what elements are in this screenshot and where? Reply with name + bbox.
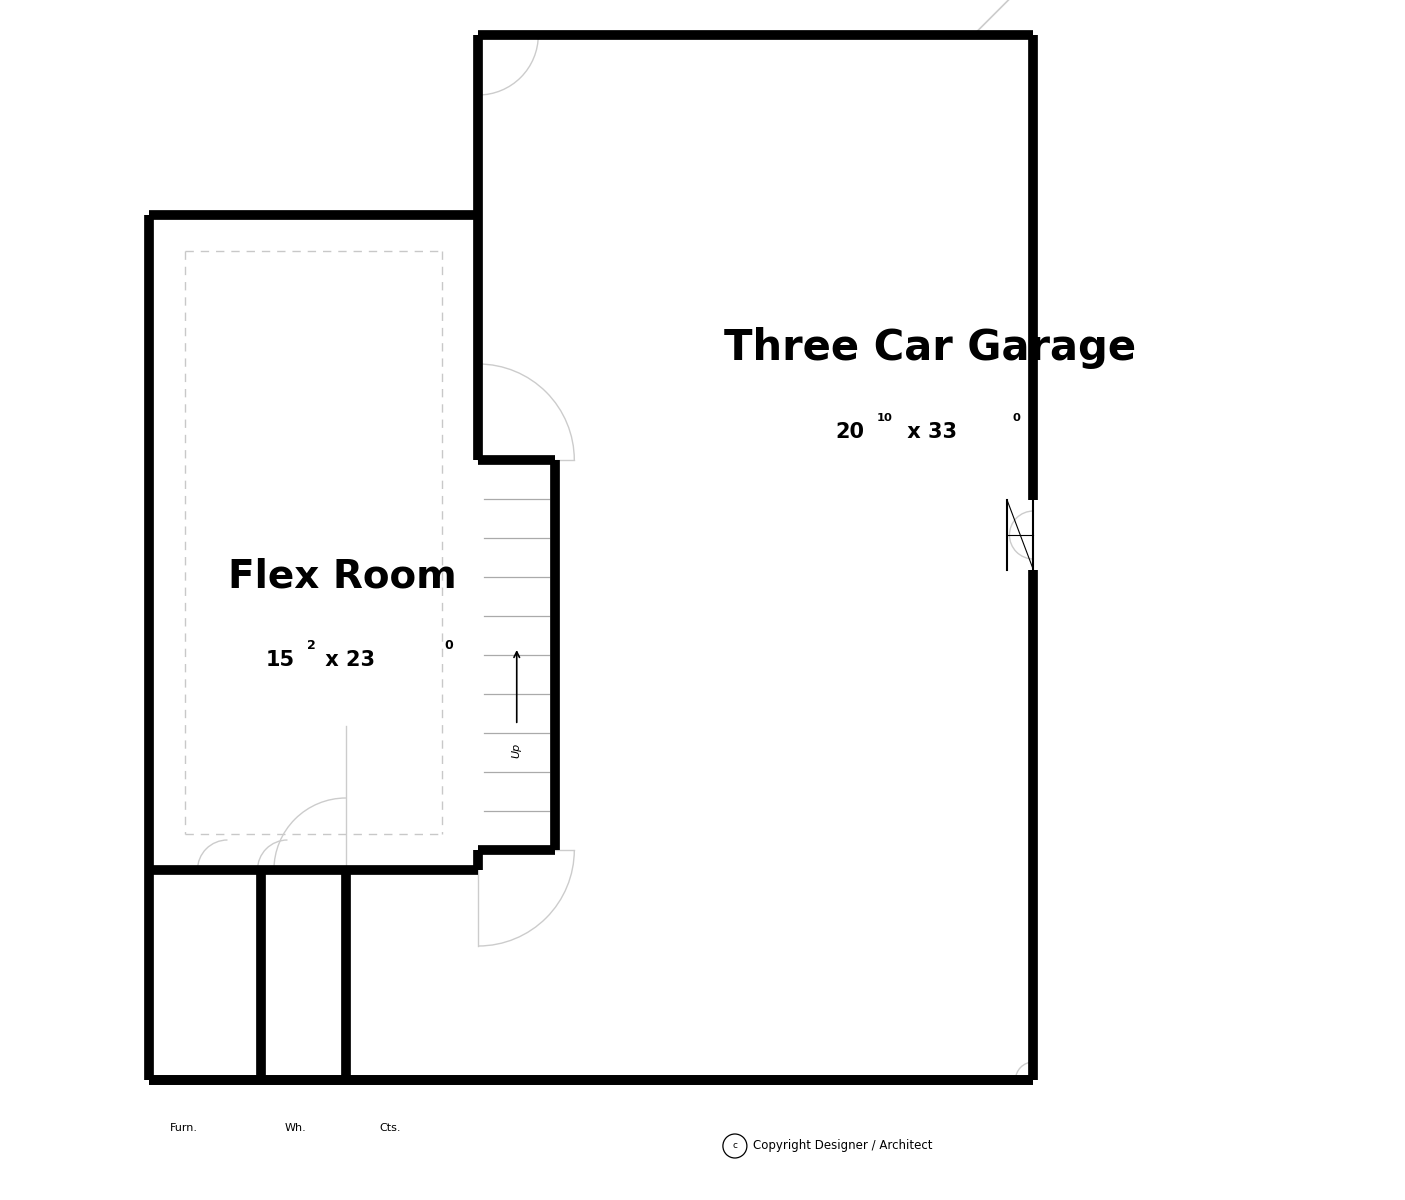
Text: Flex Room: Flex Room [228, 557, 457, 595]
Text: 0: 0 [1012, 413, 1020, 422]
Text: 0: 0 [444, 640, 454, 652]
Text: 15: 15 [266, 650, 295, 670]
Text: x 33: x 33 [901, 422, 957, 442]
Text: Cts.: Cts. [379, 1123, 402, 1133]
Text: Copyright Designer / Architect: Copyright Designer / Architect [753, 1140, 933, 1152]
Text: 2: 2 [306, 640, 315, 652]
Text: Three Car Garage: Three Car Garage [725, 326, 1137, 370]
Text: Furn.: Furn. [170, 1123, 198, 1133]
Text: 20: 20 [836, 422, 864, 442]
Text: Up: Up [511, 743, 521, 758]
Text: 10: 10 [877, 413, 892, 422]
Text: Wh.: Wh. [285, 1123, 306, 1133]
Text: x 23: x 23 [319, 650, 375, 670]
Text: c: c [732, 1141, 738, 1151]
